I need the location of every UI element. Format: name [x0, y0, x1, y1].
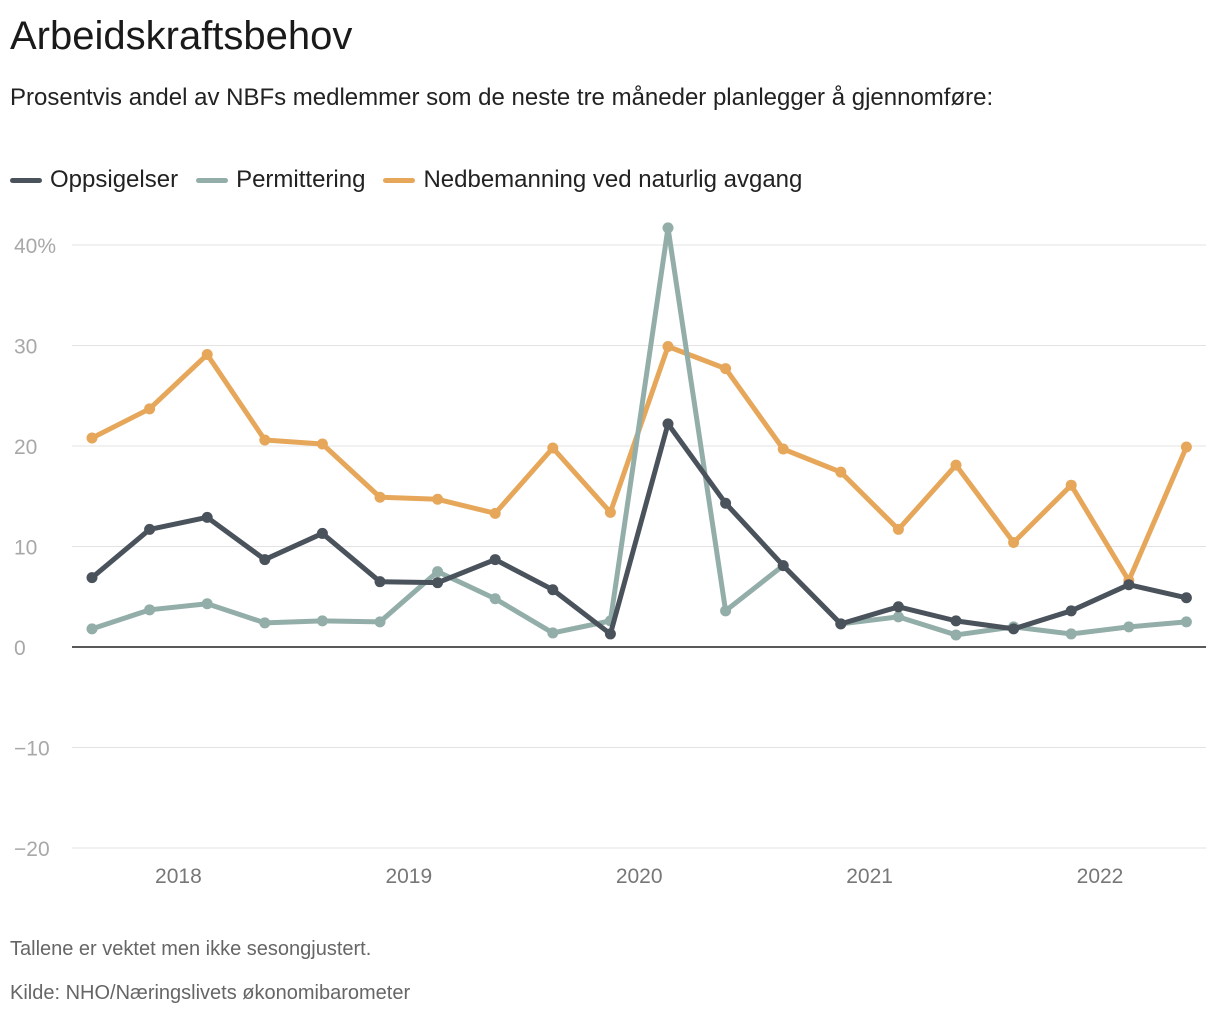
data-point[interactable]: [259, 554, 271, 566]
x-tick-label: 2021: [846, 865, 893, 888]
data-point[interactable]: [547, 584, 559, 596]
data-point[interactable]: [662, 341, 674, 353]
data-point[interactable]: [662, 222, 674, 234]
data-point[interactable]: [432, 493, 444, 505]
data-point[interactable]: [1008, 623, 1020, 635]
data-point[interactable]: [201, 511, 213, 523]
data-point[interactable]: [1180, 592, 1192, 604]
data-point[interactable]: [144, 604, 156, 616]
legend: Oppsigelser Permittering Nedbemanning ve…: [10, 166, 820, 194]
y-tick-label: −20: [14, 838, 50, 861]
data-point[interactable]: [489, 507, 501, 519]
data-point[interactable]: [892, 611, 904, 623]
data-point[interactable]: [259, 617, 271, 629]
x-tick-label: 2020: [616, 865, 663, 888]
data-point[interactable]: [259, 434, 271, 446]
data-point[interactable]: [835, 618, 847, 630]
data-point[interactable]: [547, 627, 559, 639]
legend-item-nedbemanning[interactable]: Nedbemanning ved naturlig avgang: [383, 166, 802, 194]
y-tick-label: −10: [14, 738, 50, 761]
legend-swatch-permittering: [196, 177, 229, 183]
data-point[interactable]: [489, 593, 501, 605]
data-point[interactable]: [201, 598, 213, 610]
y-axis-ticks: 40% 30 20 10 0 −10 −20: [14, 235, 56, 861]
grid-lines: [72, 244, 1206, 849]
data-point[interactable]: [662, 418, 674, 430]
data-point[interactable]: [720, 497, 732, 509]
x-tick-label: 2022: [1077, 865, 1124, 888]
data-point[interactable]: [1123, 621, 1135, 633]
data-point[interactable]: [86, 623, 98, 635]
data-point[interactable]: [547, 442, 559, 454]
data-point[interactable]: [374, 491, 386, 503]
series-permittering: [86, 222, 1192, 641]
chart-source: Kilde: NHO/Næringslivets økonomibaromete…: [10, 982, 411, 1004]
data-point[interactable]: [720, 605, 732, 617]
chart-note: Tallene er vektet men ikke sesongjustert…: [10, 938, 372, 960]
series-line: [89, 421, 1189, 637]
data-point[interactable]: [604, 628, 616, 640]
y-tick-label: 40%: [14, 235, 56, 258]
y-tick-label: 20: [14, 436, 37, 459]
legend-swatch-oppsigelser: [10, 177, 42, 183]
data-point[interactable]: [316, 527, 328, 539]
x-tick-label: 2018: [155, 865, 202, 888]
data-point[interactable]: [1180, 441, 1192, 453]
chart-subtitle: Prosentvis andel av NBFs medlemmer som d…: [10, 84, 994, 111]
data-point[interactable]: [1065, 628, 1077, 640]
legend-label-oppsigelser: Oppsigelser: [50, 166, 179, 193]
data-point[interactable]: [432, 566, 444, 578]
series-group: [86, 222, 1192, 641]
legend-label-permittering: Permittering: [236, 166, 366, 193]
data-point[interactable]: [950, 629, 962, 641]
data-point[interactable]: [892, 601, 904, 613]
data-point[interactable]: [432, 577, 444, 589]
data-point[interactable]: [86, 432, 98, 444]
legend-label-nedbemanning: Nedbemanning ved naturlig avgang: [423, 166, 803, 193]
data-point[interactable]: [720, 363, 732, 375]
data-point[interactable]: [835, 466, 847, 478]
series-line: [89, 344, 1189, 584]
data-point[interactable]: [374, 616, 386, 628]
chart-title: Arbeidskraftsbehov: [10, 14, 353, 58]
line-chart: 40% 30 20 10 0 −10 −20 2018 2019 2020 2021 2022: [14, 222, 1206, 888]
data-point[interactable]: [950, 459, 962, 471]
y-tick-label: 30: [14, 336, 37, 359]
data-point[interactable]: [777, 443, 789, 455]
data-point[interactable]: [1065, 605, 1077, 617]
y-tick-label: 0: [14, 637, 26, 660]
data-point[interactable]: [1008, 536, 1020, 548]
data-point[interactable]: [316, 615, 328, 627]
legend-swatch-nedbemanning: [383, 177, 416, 183]
data-point[interactable]: [1065, 479, 1077, 491]
data-point[interactable]: [489, 554, 501, 566]
data-point[interactable]: [144, 403, 156, 415]
legend-item-oppsigelser[interactable]: Oppsigelser: [10, 166, 178, 194]
data-point[interactable]: [201, 349, 213, 361]
data-point[interactable]: [1123, 579, 1135, 591]
data-point[interactable]: [892, 523, 904, 535]
data-point[interactable]: [374, 576, 386, 588]
data-point[interactable]: [604, 506, 616, 518]
data-point[interactable]: [316, 438, 328, 450]
y-tick-label: 10: [14, 537, 37, 560]
series-oppsigelser: [86, 418, 1192, 640]
x-tick-label: 2019: [385, 865, 432, 888]
data-point[interactable]: [144, 523, 156, 535]
data-point[interactable]: [777, 560, 789, 572]
data-point[interactable]: [1180, 616, 1192, 628]
legend-item-permittering[interactable]: Permittering: [196, 166, 365, 194]
data-point[interactable]: [86, 572, 98, 584]
data-point[interactable]: [950, 615, 962, 627]
x-axis-ticks: 2018 2019 2020 2021 2022: [155, 865, 1123, 888]
